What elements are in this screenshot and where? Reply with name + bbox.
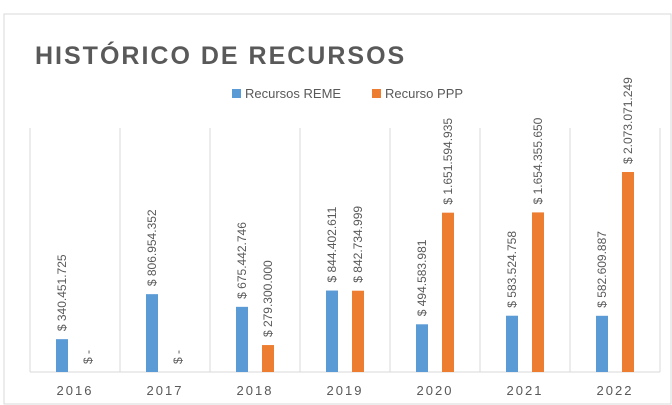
bar xyxy=(596,315,608,372)
bar xyxy=(146,294,158,372)
x-tick-label: 2018 xyxy=(237,383,274,398)
value-label: $ 842.734.999 xyxy=(351,206,365,283)
value-label: $ 279.300.000 xyxy=(261,260,275,337)
legend-swatch xyxy=(232,89,241,98)
x-tick-label: 2017 xyxy=(147,383,184,398)
bar xyxy=(326,290,338,372)
value-label: $ 806.954.352 xyxy=(145,209,159,286)
value-label: $ - xyxy=(171,350,185,364)
bar xyxy=(622,172,634,372)
legend-label: Recurso PPP xyxy=(385,86,463,101)
bar xyxy=(506,315,518,372)
bar xyxy=(352,290,364,372)
bar xyxy=(416,324,428,372)
value-label: $ 2.073.071.249 xyxy=(621,77,635,164)
x-tick-label: 2016 xyxy=(57,383,94,398)
bar xyxy=(532,212,544,372)
value-label: $ 583.524.758 xyxy=(505,231,519,308)
bar xyxy=(56,339,68,372)
value-label: $ - xyxy=(81,350,95,364)
value-label: $ 1.654.355.650 xyxy=(531,117,545,204)
legend-swatch xyxy=(372,89,381,98)
x-tick-label: 2019 xyxy=(327,383,364,398)
legend-label: Recursos REME xyxy=(245,86,341,101)
value-label: $ 340.451.725 xyxy=(55,254,69,331)
chart-title: HISTÓRICO DE RECURSOS xyxy=(35,40,406,70)
value-label: $ 1.651.594.935 xyxy=(441,118,455,205)
x-tick-label: 2021 xyxy=(507,383,544,398)
x-tick-label: 2022 xyxy=(597,383,634,398)
bar xyxy=(442,212,454,372)
x-tick-label: 2020 xyxy=(417,383,454,398)
value-label: $ 675.442.746 xyxy=(235,222,249,299)
bar xyxy=(262,345,274,372)
value-label: $ 582.609.887 xyxy=(595,231,609,308)
value-label: $ 494.583.981 xyxy=(415,239,429,316)
value-label: $ 844.402.611 xyxy=(325,206,339,282)
bar xyxy=(236,306,248,372)
